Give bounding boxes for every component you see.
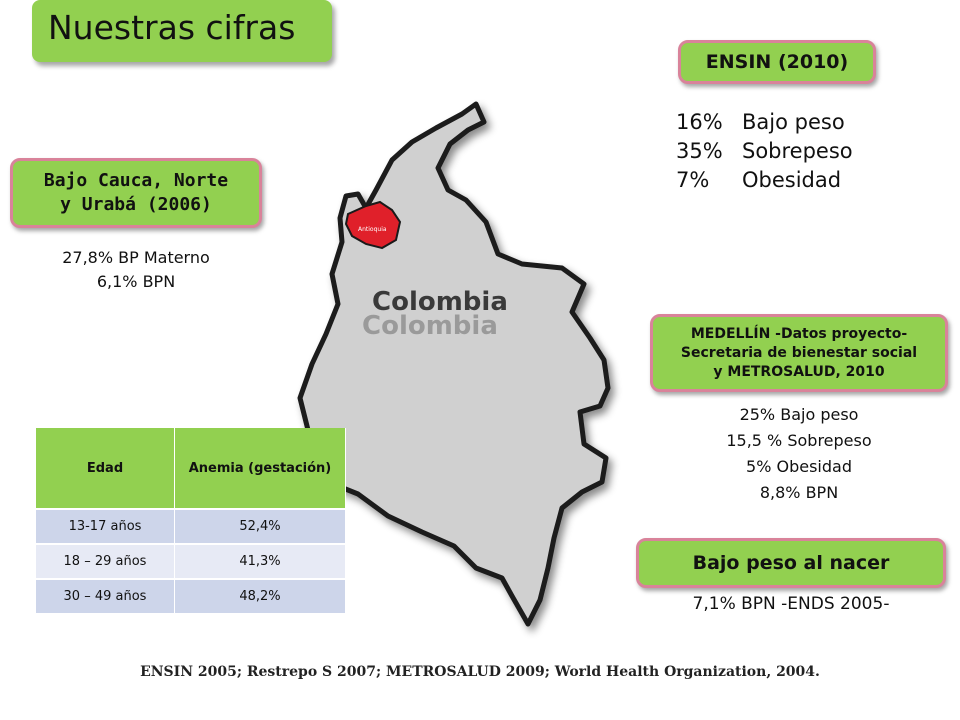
ensin-stat-label: Bajo peso <box>742 110 845 134</box>
cell-anemia: 48,2% <box>174 578 346 613</box>
ensin-label: ENSIN (2010) <box>678 40 876 84</box>
header-edad: Edad <box>36 428 175 509</box>
medellin-stat: 5% Obesidad <box>746 457 852 476</box>
medellin-label-line1: MEDELLÍN -Datos proyecto- <box>690 325 908 342</box>
medellin-label-line3: y METROSALUD, 2010 <box>713 363 885 380</box>
bajo-cauca-label: Bajo Cauca, Norte y Urabá (2006) <box>10 158 262 228</box>
table-row: 18 – 29 años 41,3% <box>36 543 346 579</box>
cell-edad: 18 – 29 años <box>36 543 175 579</box>
antioquia-label: Antioquia <box>358 226 387 233</box>
medellin-label-line2: Secretaria de bienestar social <box>680 344 918 361</box>
bajo-cauca-stat: 27,8% BP Materno <box>62 248 210 267</box>
header-anemia: Anemia (gestación) <box>174 428 346 509</box>
cell-anemia: 52,4% <box>174 508 346 544</box>
title-box <box>32 0 332 62</box>
ensin-stat-value: 7% <box>676 168 710 192</box>
medellin-stat: 15,5 % Sobrepeso <box>726 431 872 450</box>
ensin-stat-value: 16% <box>676 110 723 134</box>
ensin-stat-row: 16% Bajo peso <box>676 108 853 137</box>
table-row: 13-17 años 52,4% <box>36 508 346 544</box>
cell-edad: 13-17 años <box>36 508 175 544</box>
ensin-stats: 16% Bajo peso 35% Sobrepeso 7% Obesidad <box>676 108 853 195</box>
anemia-table: Edad Anemia (gestación) 13-17 años 52,4%… <box>36 428 346 613</box>
bajo-cauca-stat: 6,1% BPN <box>96 272 176 291</box>
medellin-stat: 8,8% BPN <box>759 483 839 502</box>
page-title: Nuestras cifras <box>48 8 296 47</box>
bajo-cauca-label-line1: Bajo Cauca, Norte <box>43 170 229 191</box>
antioquia-region <box>344 200 402 250</box>
medellin-stats: 25% Bajo peso 15,5 % Sobrepeso 5% Obesid… <box>650 402 948 506</box>
table-row: 30 – 49 años 48,2% <box>36 578 346 613</box>
bajo-cauca-label-line2: y Urabá (2006) <box>60 194 212 215</box>
cell-edad: 30 – 49 años <box>36 578 175 613</box>
ensin-stat-row: 7% Obesidad <box>676 166 853 195</box>
medellin-stat: 25% Bajo peso <box>739 405 859 424</box>
colombia-label: Colombia <box>372 287 508 317</box>
ensin-stat-value: 35% <box>676 139 723 163</box>
ensin-stat-label: Sobrepeso <box>742 139 853 163</box>
bpn-text: 7,1% BPN -ENDS 2005- <box>692 594 890 614</box>
anemia-table-header: Edad Anemia (gestación) <box>36 428 346 509</box>
colombia-label-shadow: Colombia <box>362 311 498 341</box>
medellin-label: MEDELLÍN -Datos proyecto- Secretaria de … <box>650 314 948 392</box>
ensin-stat-label: Obesidad <box>742 168 842 192</box>
cell-anemia: 41,3% <box>174 543 346 579</box>
references-footer: ENSIN 2005; Restrepo S 2007; METROSALUD … <box>140 664 820 680</box>
colombia-map: Antioquia Colombia Colombia <box>297 101 611 627</box>
bajo-cauca-stats: 27,8% BP Materno 6,1% BPN <box>10 246 262 294</box>
bpn-label: Bajo peso al nacer <box>636 538 946 588</box>
colombia-shape <box>297 101 611 627</box>
ensin-stat-row: 35% Sobrepeso <box>676 137 853 166</box>
